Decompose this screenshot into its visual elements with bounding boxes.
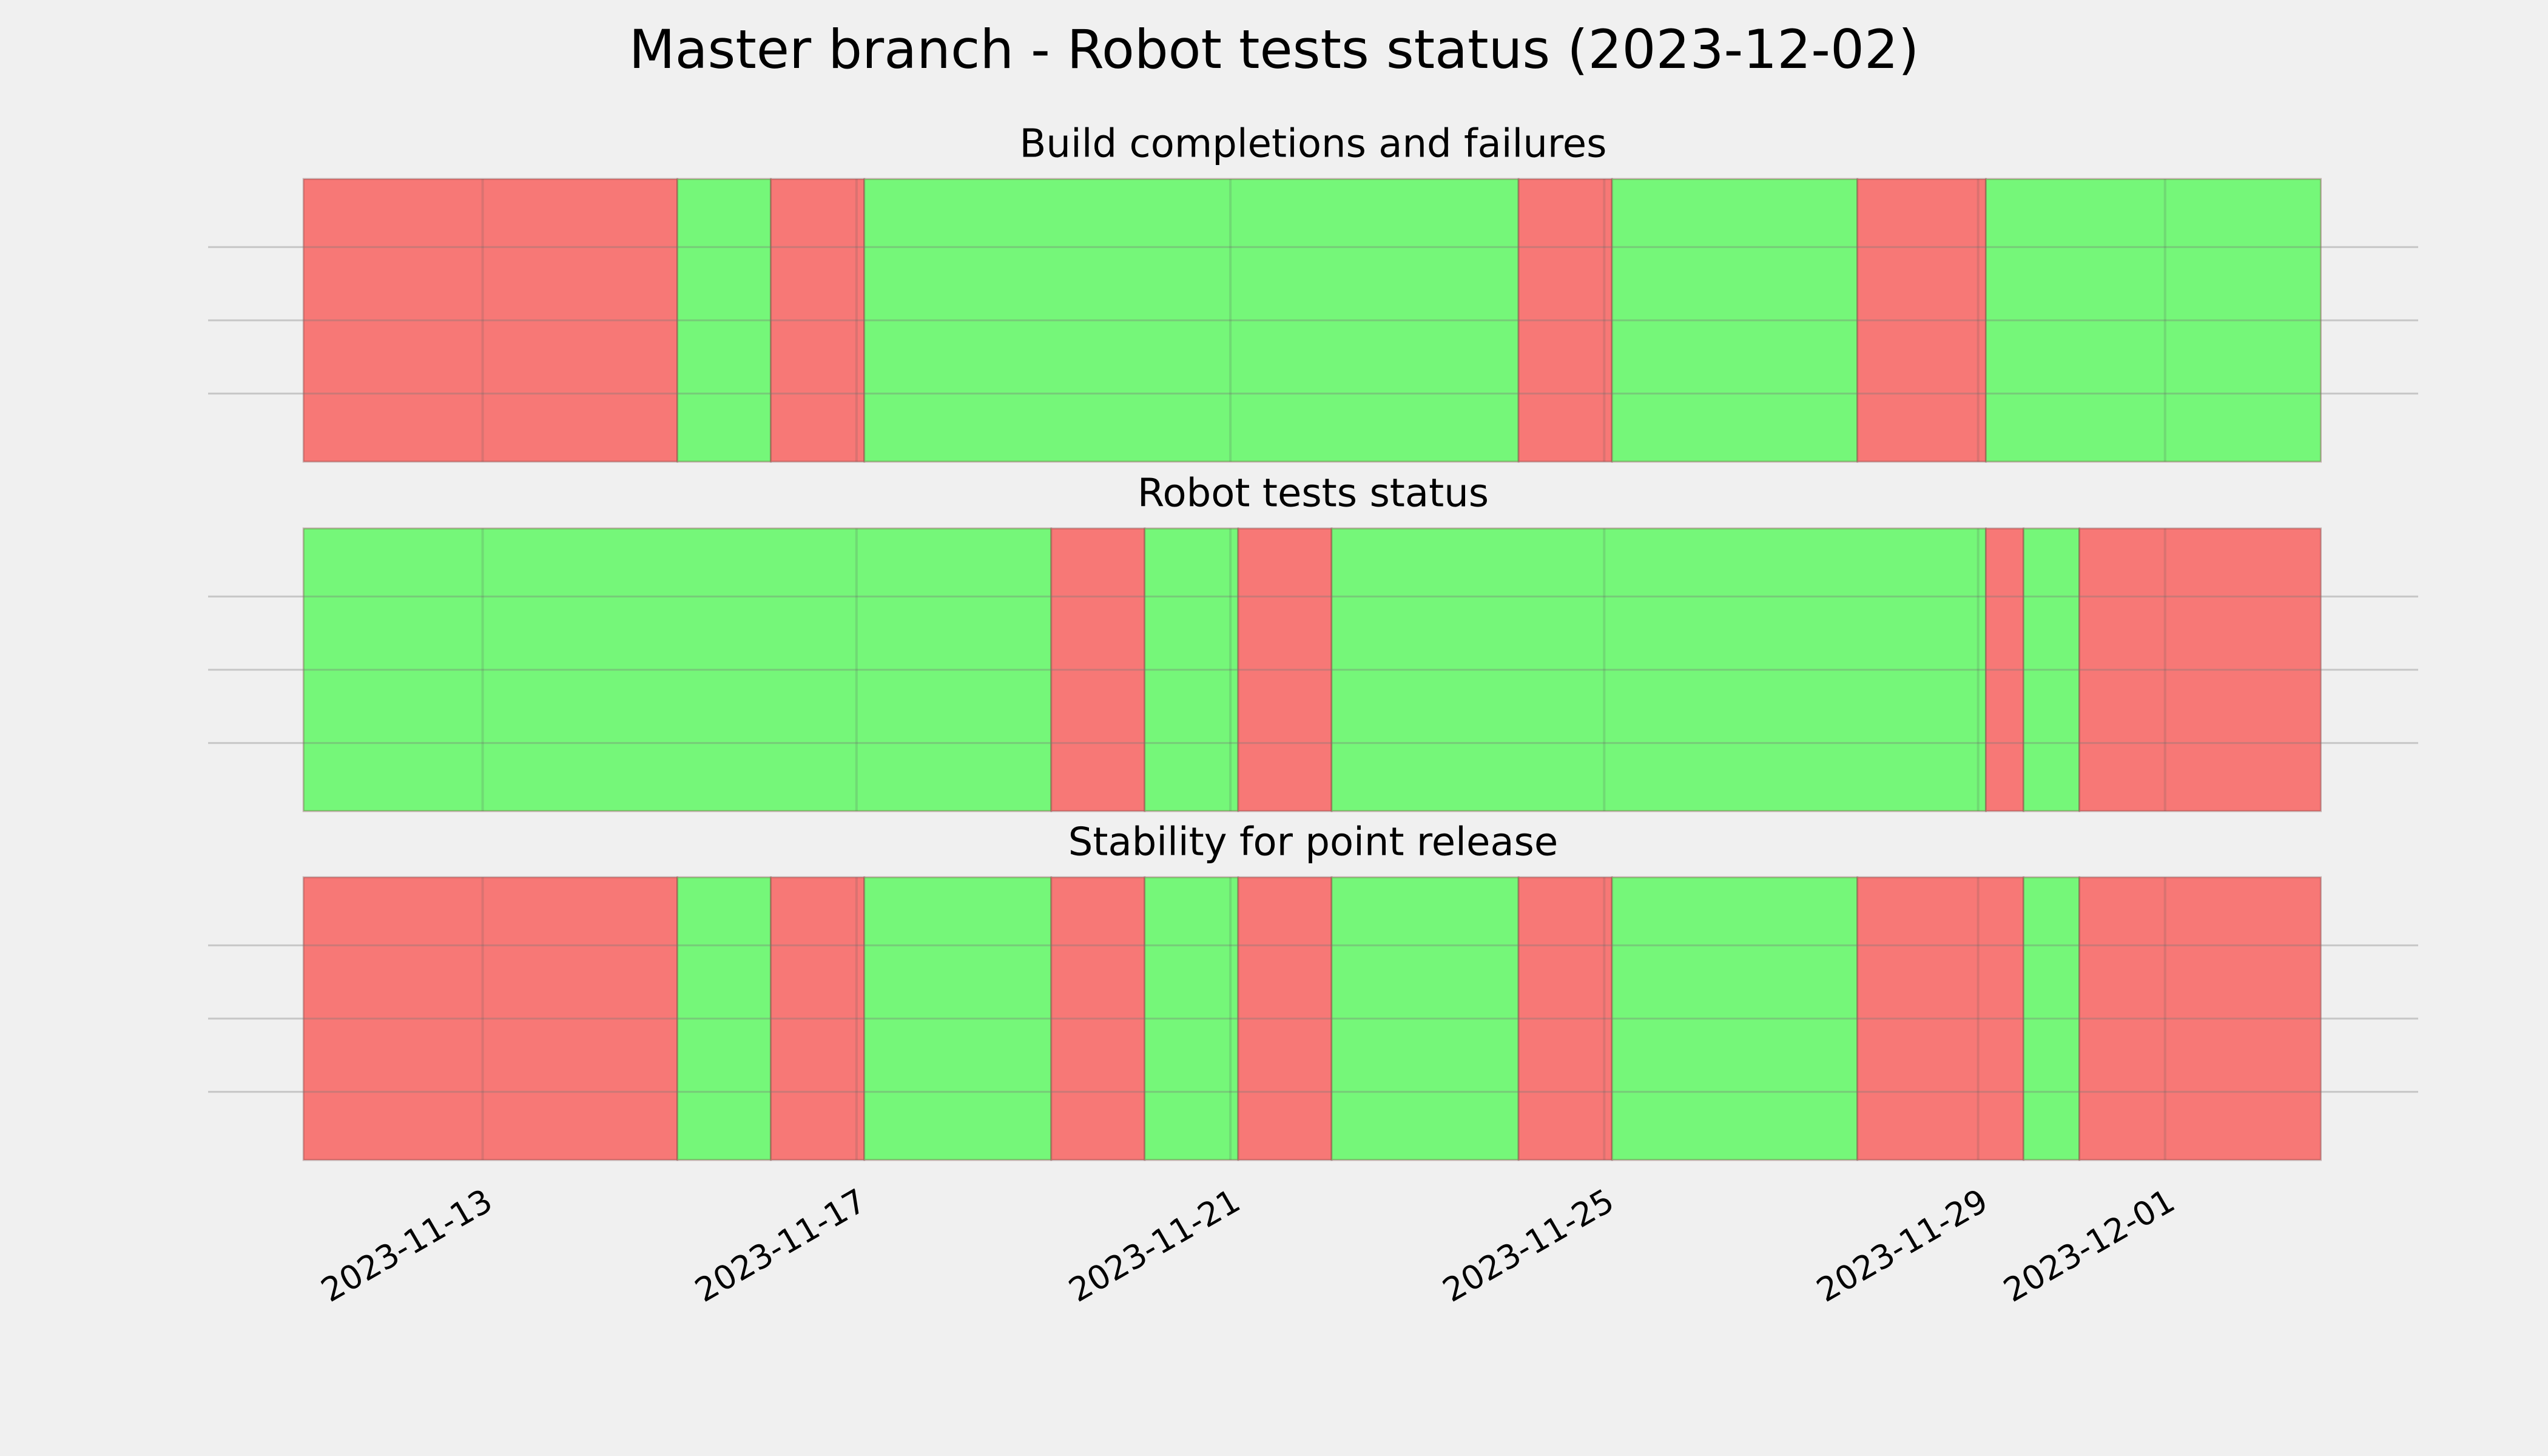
status-span [1237, 876, 1333, 1161]
panel-title: Robot tests status [1138, 471, 1489, 516]
status-span [302, 178, 679, 463]
chart-title: Master branch - Robot tests status (2023… [629, 18, 1919, 81]
status-span [1144, 527, 1239, 812]
status-span [1050, 527, 1146, 812]
status-span [1984, 178, 2322, 463]
status-span [1237, 527, 1333, 812]
panel-title: Stability for point release [1068, 820, 1559, 865]
status-span [1330, 876, 1520, 1161]
status-span [302, 527, 1053, 812]
status-span [2023, 527, 2081, 812]
status-span [2078, 527, 2322, 812]
status-span [1050, 876, 1146, 1161]
status-span [863, 876, 1053, 1161]
status-span [1144, 876, 1239, 1161]
status-span [863, 178, 1520, 463]
status-span [1330, 527, 1987, 812]
status-span [770, 876, 866, 1161]
status-span [1611, 876, 1859, 1161]
status-span [1611, 178, 1859, 463]
status-span [676, 178, 772, 463]
status-span [302, 876, 679, 1161]
status-span [2023, 876, 2081, 1161]
panel-title: Build completions and failures [1020, 122, 1607, 167]
status-span [1517, 178, 1613, 463]
status-span [1856, 178, 1987, 463]
status-span [770, 178, 866, 463]
status-span [2078, 876, 2322, 1161]
status-span [1517, 876, 1613, 1161]
status-span [1856, 876, 2025, 1161]
status-span [1984, 527, 2025, 812]
status-span [676, 876, 772, 1161]
